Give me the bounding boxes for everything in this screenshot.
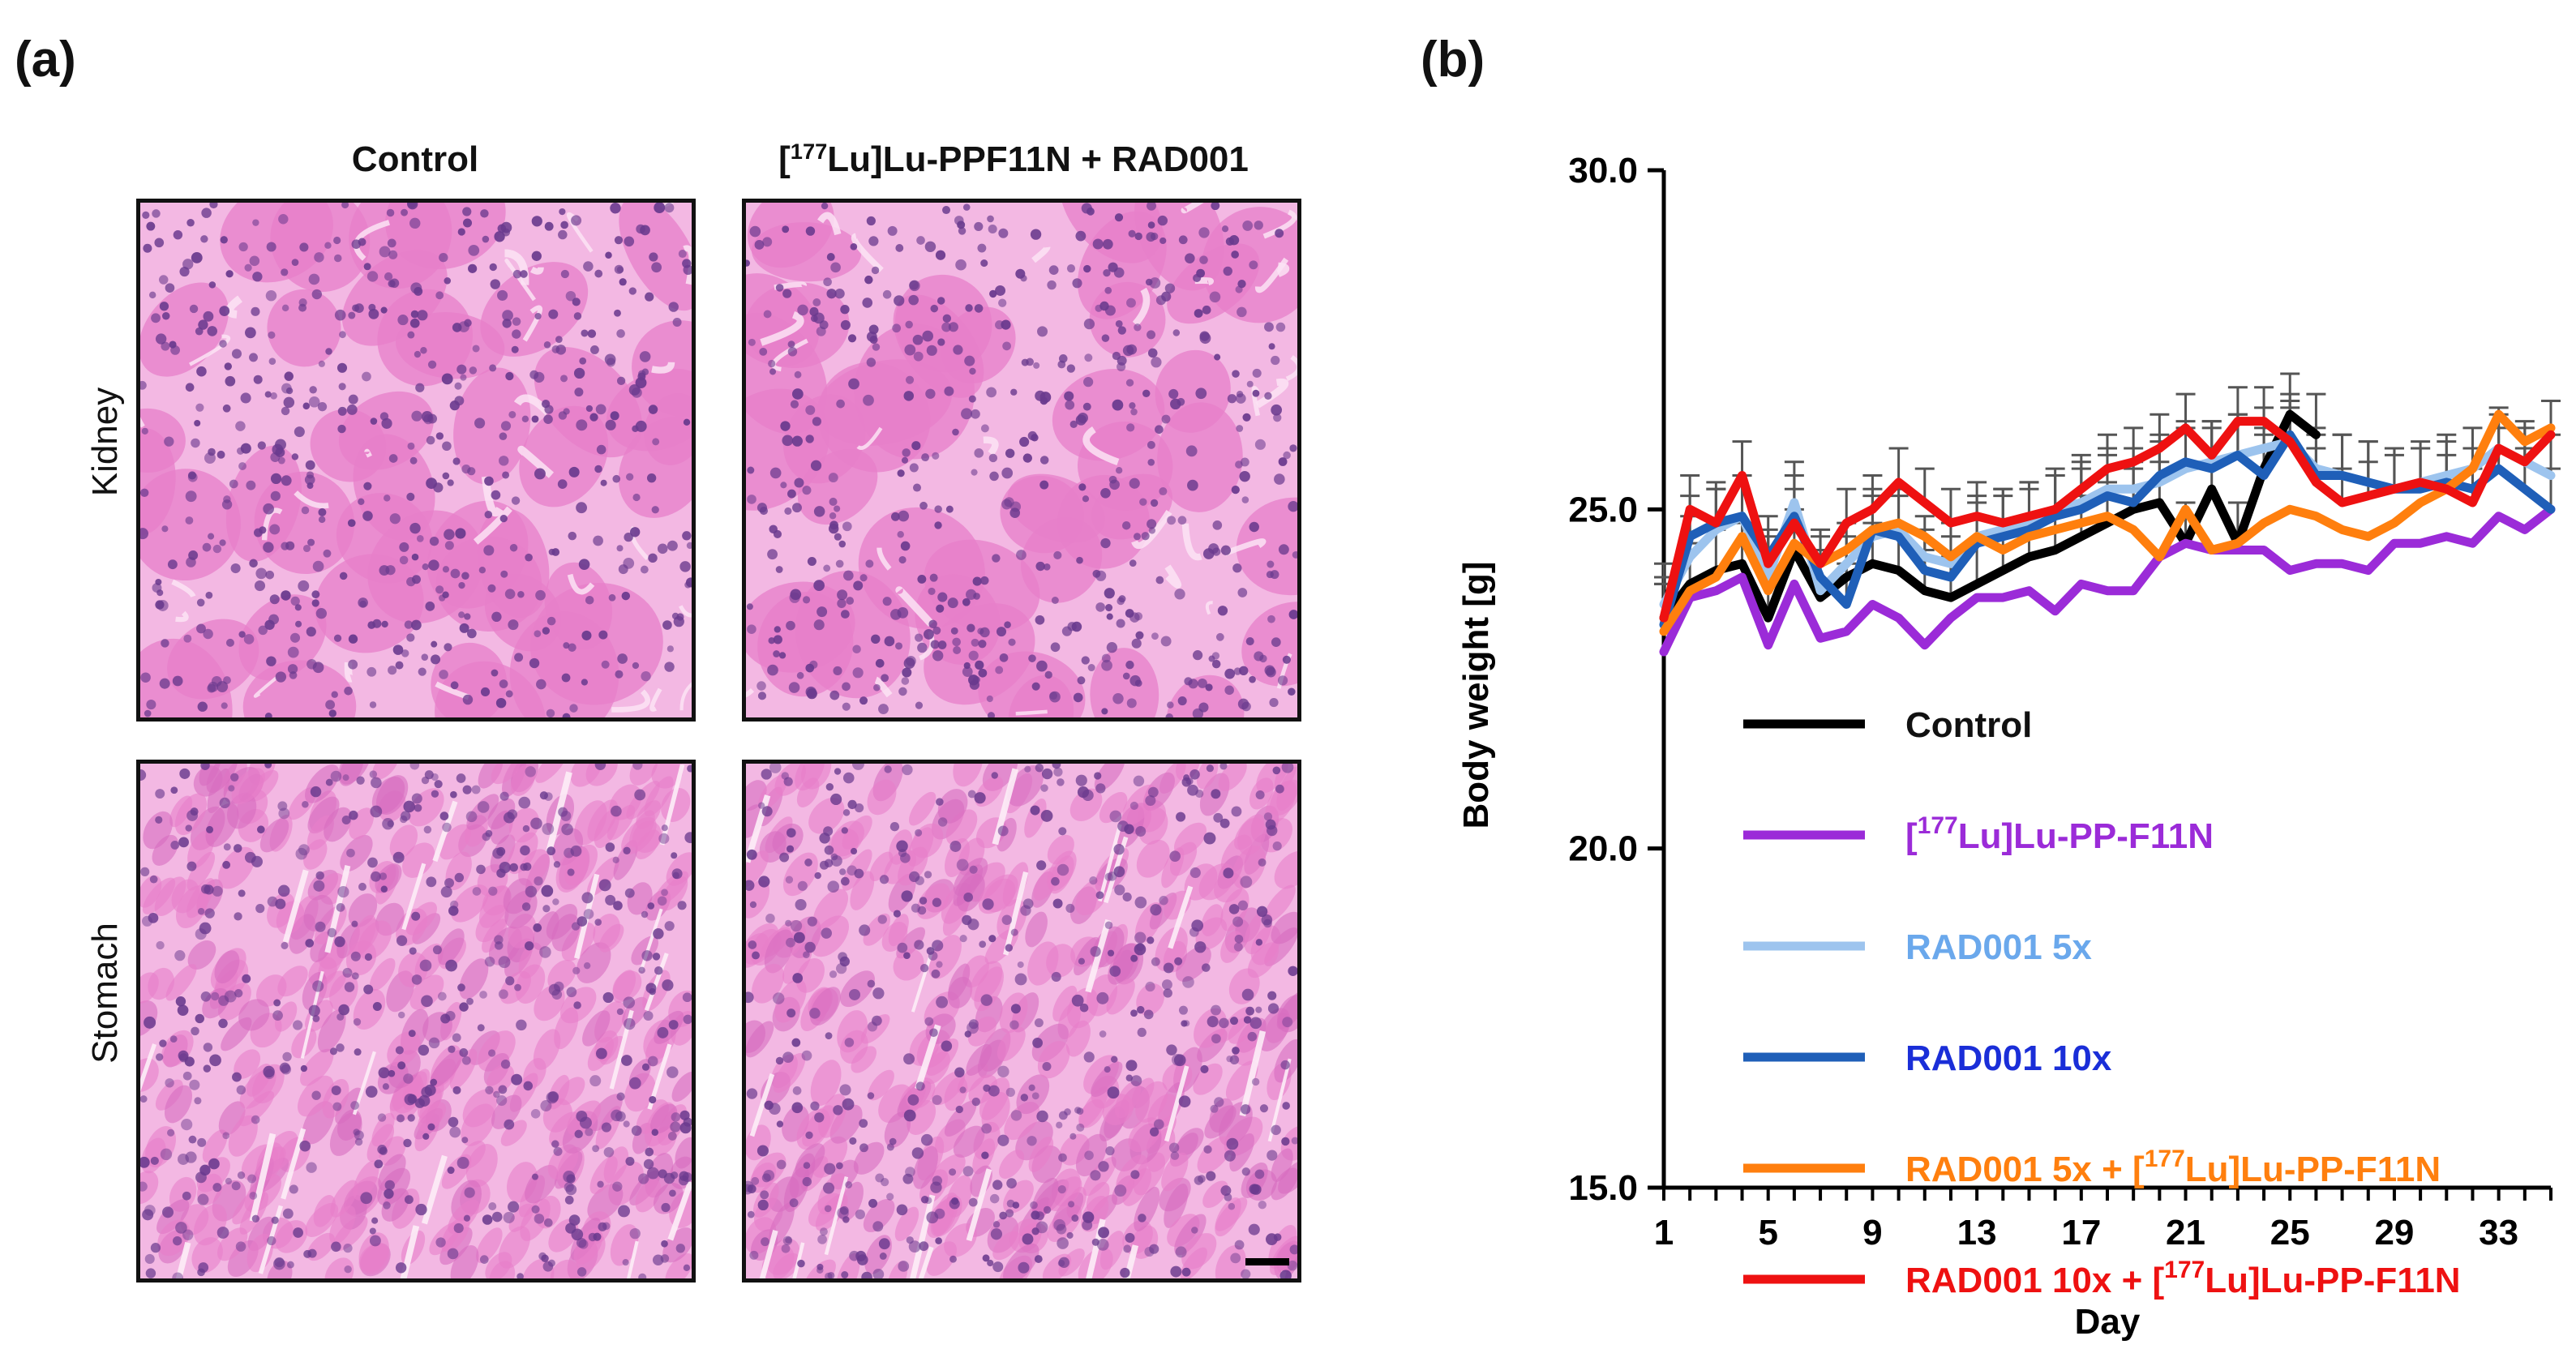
- micrograph-kidney-treated-image: [746, 203, 1297, 717]
- x-tick-label: 21: [2166, 1213, 2205, 1253]
- panel-b-label: (b): [1421, 32, 1485, 88]
- legend-label-2: RAD001 5x: [1905, 927, 2092, 967]
- micrograph-stomach-treated-image: [746, 764, 1297, 1278]
- isotope-superscript: 177: [790, 139, 828, 164]
- x-tick-label: 9: [1862, 1213, 1882, 1253]
- legend-label-5: RAD001 10x + [177Lu]Lu-PP-F11N: [1905, 1257, 2461, 1300]
- micrograph-stomach-control: [136, 760, 696, 1282]
- x-tick-label: 33: [2479, 1213, 2518, 1253]
- panel-a-label: (a): [15, 32, 76, 88]
- y-tick-label: 15.0: [1568, 1168, 1638, 1208]
- treated-title-text: Lu]Lu-PPF11N + RAD001: [827, 139, 1249, 179]
- micrograph-kidney-treated: [742, 199, 1301, 722]
- x-tick-label: 1: [1654, 1213, 1674, 1253]
- y-tick-label: 25.0: [1568, 490, 1638, 529]
- x-tick-label: 5: [1758, 1213, 1777, 1253]
- column-title-control: Control: [351, 139, 479, 179]
- legend-label-4: RAD001 5x + [177Lu]Lu-PP-F11N: [1905, 1145, 2441, 1189]
- column-title-treated: [177Lu]Lu-PPF11N + RAD001: [778, 139, 1249, 179]
- x-tick-label: 29: [2374, 1213, 2414, 1253]
- micrograph-kidney-control-image: [140, 203, 692, 717]
- x-tick-label: 25: [2270, 1213, 2310, 1253]
- y-tick-label: 30.0: [1568, 151, 1638, 191]
- legend-label-3: RAD001 10x: [1905, 1038, 2112, 1078]
- legend-label-0: Control: [1905, 705, 2032, 745]
- micrograph-stomach-control-image: [140, 764, 692, 1278]
- y-tick-label: 20.0: [1568, 829, 1638, 869]
- legend-label-1: [177Lu]Lu-PP-F11N: [1905, 812, 2214, 856]
- series-line-5: [1659, 417, 2556, 623]
- series-line-1: [1659, 504, 2556, 657]
- y-axis-label: Body weight [g]: [1456, 562, 1496, 829]
- scale-bar: [1245, 1258, 1289, 1265]
- micrograph-kidney-control: [136, 199, 696, 722]
- x-tick-label: 13: [1957, 1213, 1997, 1253]
- x-tick-label: 17: [2061, 1213, 2101, 1253]
- micrograph-stomach-treated: [742, 760, 1301, 1282]
- x-axis-label: Day: [2075, 1302, 2141, 1342]
- series-line-0: [1659, 409, 2321, 623]
